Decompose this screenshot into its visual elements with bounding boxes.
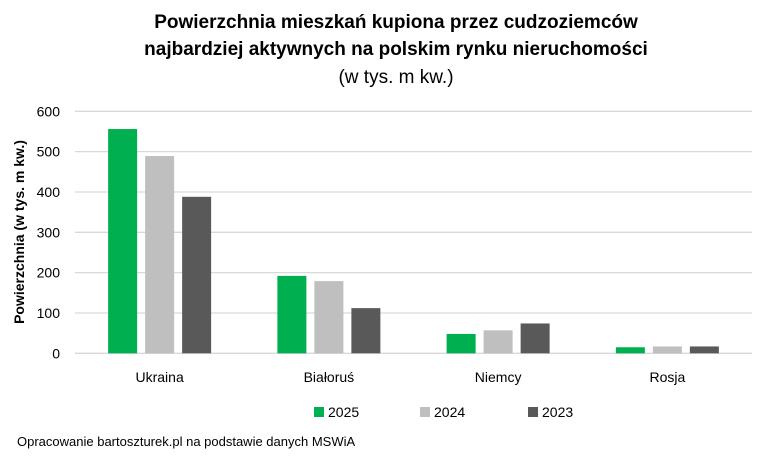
bar-rosja-2024	[652, 346, 682, 354]
y-tick-label: 300	[37, 224, 61, 240]
x-tick-label: Ukraina	[136, 369, 184, 385]
bar-niemcy-2024	[483, 330, 513, 354]
x-tick-label: Rosja	[649, 369, 685, 385]
y-tick-label: 400	[37, 184, 61, 200]
legend-label: 2024	[434, 404, 465, 420]
bar-ukraina-2025	[108, 129, 138, 354]
x-tick-label: Niemcy	[475, 369, 522, 385]
y-axis-ticks: 0 100 200 300 400 500 600	[37, 103, 61, 361]
y-tick-label: 600	[37, 103, 61, 119]
legend: 2025 2024 2023	[314, 404, 573, 420]
legend-label: 2025	[328, 404, 359, 420]
bar-ukraina-2024	[145, 156, 175, 354]
y-tick-label: 500	[37, 144, 61, 160]
legend-swatch-2025	[314, 407, 324, 417]
y-axis-label: Powierzchnia (w tys. m kw.)	[11, 140, 27, 324]
y-tick-label: 200	[37, 265, 61, 281]
bars	[108, 129, 719, 354]
legend-swatch-2023	[528, 407, 538, 417]
bar-niemcy-2025	[446, 333, 476, 354]
bar-niemcy-2023	[520, 323, 550, 354]
bar-rosja-2025	[615, 347, 645, 354]
bar-ukraina-2023	[182, 196, 212, 354]
x-tick-label: Białoruś	[304, 369, 355, 385]
x-axis-ticks: Ukraina Białoruś Niemcy Rosja	[136, 369, 686, 385]
bar-białoruś-2025	[277, 275, 307, 354]
legend-label: 2023	[542, 404, 573, 420]
legend-swatch-2024	[420, 407, 430, 417]
chart-subtitle: (w tys. m kw.)	[338, 67, 453, 88]
bar-białoruś-2023	[351, 308, 381, 354]
y-tick-label: 100	[37, 305, 61, 321]
bar-rosja-2023	[689, 346, 719, 354]
gridlines	[75, 110, 752, 354]
bar-białoruś-2024	[314, 281, 344, 354]
source-note: Opracowanie bartoszturek.pl na podstawie…	[17, 434, 355, 449]
y-tick-label: 0	[52, 345, 60, 361]
chart-title-line-1: Powierzchnia mieszkań kupiona przez cudz…	[154, 12, 638, 33]
chart-title-line-2: najbardziej aktywnych na polskim rynku n…	[144, 39, 648, 60]
